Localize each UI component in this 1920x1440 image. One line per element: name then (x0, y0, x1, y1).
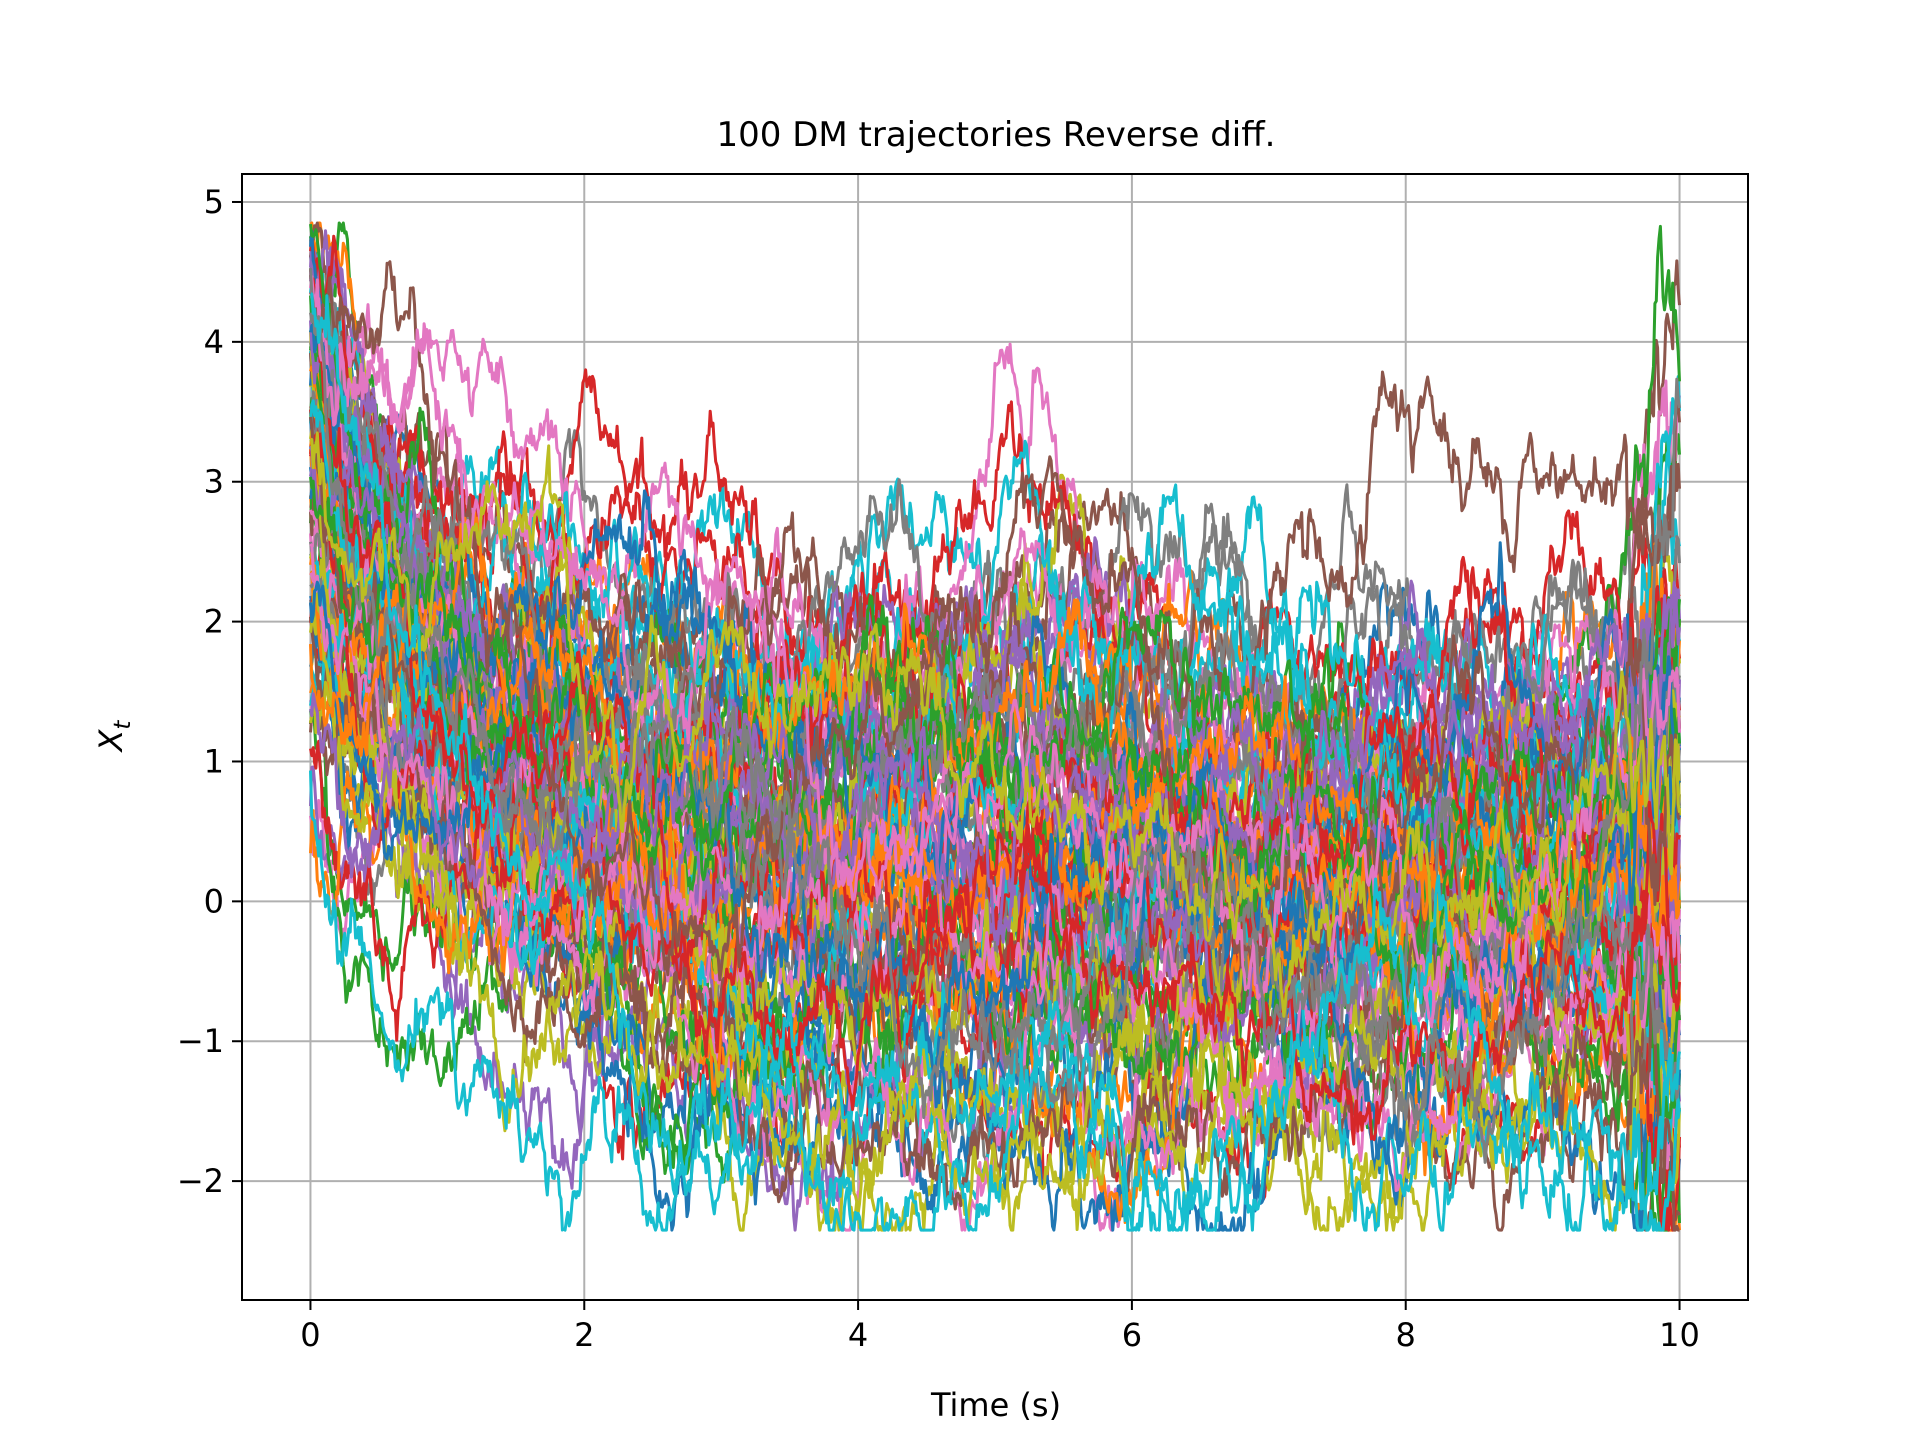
chart-title: 100 DM trajectories Reverse diff. (717, 115, 1276, 155)
series-line (309, 770, 1681, 1232)
series-line (309, 256, 1681, 972)
plot-frame (241, 173, 1749, 1301)
series-line (309, 580, 1681, 1165)
y-axis-label-sub: t (110, 720, 136, 730)
x-axis-ticks: 0 2 4 6 8 10 (300, 1300, 1700, 1354)
y-axis-ticks: −2 −1 0 1 2 3 4 5 (177, 183, 242, 1200)
y-axis-label: Xt (92, 720, 136, 754)
series-line (309, 680, 1681, 1228)
series-line (309, 260, 1681, 982)
series-line (309, 431, 1681, 1018)
x-tick-label: 0 (300, 1316, 320, 1354)
y-tick-label: 0 (204, 882, 224, 920)
y-tick-label: 4 (204, 323, 224, 361)
y-axis-label-base: X (92, 728, 130, 753)
series-line (309, 267, 1681, 1164)
series-line (309, 543, 1681, 1139)
x-tick-label: 6 (1122, 1316, 1142, 1354)
series-line (309, 277, 1681, 1146)
y-tick-label: −1 (177, 1022, 224, 1060)
series-lines (309, 221, 1681, 1232)
y-tick-label: −2 (177, 1162, 224, 1200)
x-tick-label: 4 (848, 1316, 868, 1354)
x-axis-label: Time (s) (930, 1386, 1061, 1424)
y-tick-label: 1 (204, 742, 224, 780)
series-line (309, 476, 1681, 1015)
x-tick-label: 2 (574, 1316, 594, 1354)
series-line (309, 570, 1681, 1225)
y-tick-label: 2 (204, 603, 224, 641)
series-line (309, 272, 1681, 944)
y-tick-label: 5 (204, 183, 224, 221)
y-tick-label: 3 (204, 463, 224, 501)
x-tick-label: 8 (1396, 1316, 1416, 1354)
series-line (309, 292, 1681, 1232)
x-tick-label: 10 (1659, 1316, 1700, 1354)
